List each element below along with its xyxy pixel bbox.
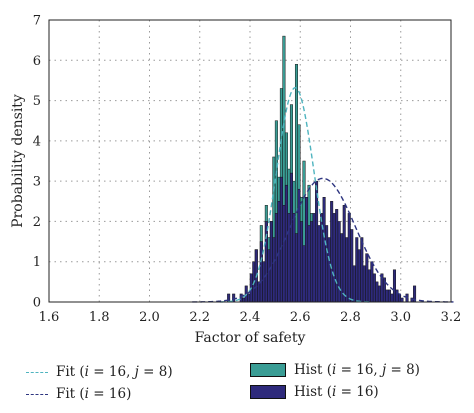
hist-i16-bar (385, 289, 389, 303)
hist-i16-bar (372, 273, 376, 303)
legend-fit-j8: Fit (i = 16, j = 8) (26, 364, 173, 380)
hist-i16-bar (272, 237, 276, 303)
hist-i16-bar (387, 289, 391, 303)
x-tick-label: 2.0 (139, 310, 160, 325)
hist-i16-bar (289, 172, 293, 303)
x-tick-label: 2.8 (340, 310, 361, 325)
hist-i16-bar (352, 265, 356, 303)
x-tick-label: 1.8 (89, 310, 110, 325)
x-tick-label: 2.6 (290, 310, 311, 325)
x-axis-label: Factor of safety (195, 330, 306, 345)
y-tick-label: 1 (33, 255, 41, 270)
hist-i16-bar (247, 293, 251, 303)
hist-i16-bar (317, 225, 321, 303)
hist-i16-bar (274, 213, 278, 303)
hist-i16-bar (367, 269, 371, 303)
hist-i16-bar (239, 293, 243, 303)
histogram-chart: 1.6 1.8 2.0 2.2 2.4 2.6 2.8 3.0 3.2 0 1 2 3 4 5 6 7 Fac… (10, 14, 462, 346)
hist-i16-bar (350, 229, 354, 303)
hist-i16-bar (312, 213, 316, 303)
hist-i16-bar (242, 297, 246, 303)
x-tick-labels: 1.6 1.8 2.0 2.2 2.4 2.6 2.8 3.0 3.2 (39, 310, 462, 325)
hist-i16-bar (300, 221, 304, 303)
hist-i16-bar (335, 209, 339, 303)
hist-i16-bar (342, 205, 346, 303)
hist-i16-bar (375, 281, 379, 303)
hist-i16-bar (332, 213, 336, 303)
y-tick-label: 6 (33, 54, 41, 69)
legend-hist-j8: Hist (i = 16, j = 8) (250, 362, 420, 378)
y-axis-label: Probability density (10, 94, 26, 228)
hist-i16-bar (360, 237, 364, 303)
plot-area (49, 20, 451, 302)
y-tick-label: 0 (33, 296, 41, 311)
hist-i16-bar (400, 297, 404, 303)
x-tick-label: 3.0 (390, 310, 411, 325)
fit-j8-curve (219, 87, 371, 303)
hist-i16-bar (264, 221, 268, 303)
legend: Fit (i = 16, j = 8) Fit (i = 16) Hist (i… (0, 348, 474, 408)
hist-i16-bar (362, 265, 366, 303)
hist-i16-bar (347, 213, 351, 303)
hist-i16-bar (292, 213, 296, 303)
hist-i16-bar (277, 201, 281, 303)
hist-i16-bar (377, 285, 381, 303)
hist-i16-bar (315, 180, 319, 303)
legend-hist-j8-swatch (250, 363, 286, 377)
hist-i16-bar (327, 237, 331, 303)
fit-curves (192, 87, 454, 303)
legend-hist-i16-label: Hist (i = 16) (294, 384, 379, 400)
hist-i16-bar (310, 221, 314, 303)
legend-hist-i16: Hist (i = 16) (250, 384, 379, 400)
hist-i16-bar (259, 241, 263, 303)
y-tick-label: 5 (33, 94, 41, 109)
legend-fit-j8-label: Fit (i = 16, j = 8) (56, 364, 173, 380)
legend-fit-i16: Fit (i = 16) (26, 386, 131, 402)
hist-i16-bar (340, 233, 344, 303)
hist-i16-bar (325, 225, 329, 303)
legend-fit-j8-swatch (26, 371, 48, 373)
hist-i16-bar (232, 293, 236, 303)
hist-i16-bar (392, 269, 396, 303)
hist-i16-bar (297, 188, 301, 303)
hist-i16-bar (322, 197, 326, 303)
hist-i16-bar (357, 249, 361, 303)
hist-i16-bar (257, 281, 261, 303)
hist-i16-bar (302, 245, 306, 303)
hist-i16-bar (395, 289, 399, 303)
y-tick-label: 4 (33, 134, 41, 149)
y-tick-label: 2 (33, 215, 41, 230)
hist-i16-bar (267, 249, 271, 303)
legend-fit-i16-swatch (26, 393, 48, 395)
hist-i16-bar (365, 253, 369, 303)
x-tick-label: 2.4 (240, 310, 261, 325)
hist-i16-bar (262, 261, 266, 303)
legend-hist-j8-label: Hist (i = 16, j = 8) (294, 362, 420, 378)
legend-hist-i16-swatch (250, 385, 286, 399)
x-tick-label: 1.6 (39, 310, 60, 325)
plot-border (48, 19, 452, 303)
legend-fit-i16-label: Fit (i = 16) (56, 386, 132, 402)
y-tick-label: 3 (33, 175, 41, 190)
hist-i16-bar (330, 201, 334, 303)
hist-i16-bar (305, 197, 309, 303)
y-tick-label: 7 (33, 14, 41, 29)
hist-i16-bar (282, 205, 286, 303)
hist-i16-bar (390, 293, 394, 303)
hist-i16-bar (269, 221, 273, 303)
hist-i16-bar (345, 237, 349, 303)
hist-i16-bar (279, 176, 283, 303)
fit-i16-curve (192, 177, 454, 303)
x-tick-label: 3.2 (441, 310, 462, 325)
hist-i16-bar (307, 225, 311, 303)
hist-i16-bar (355, 237, 359, 303)
x-tick-label: 2.2 (189, 310, 210, 325)
hist-i16-bar (370, 261, 374, 303)
hist-i16-bar (294, 233, 298, 303)
hist-i16-bar (284, 184, 288, 303)
y-tick-labels: 0 1 2 3 4 5 6 7 (33, 14, 41, 311)
